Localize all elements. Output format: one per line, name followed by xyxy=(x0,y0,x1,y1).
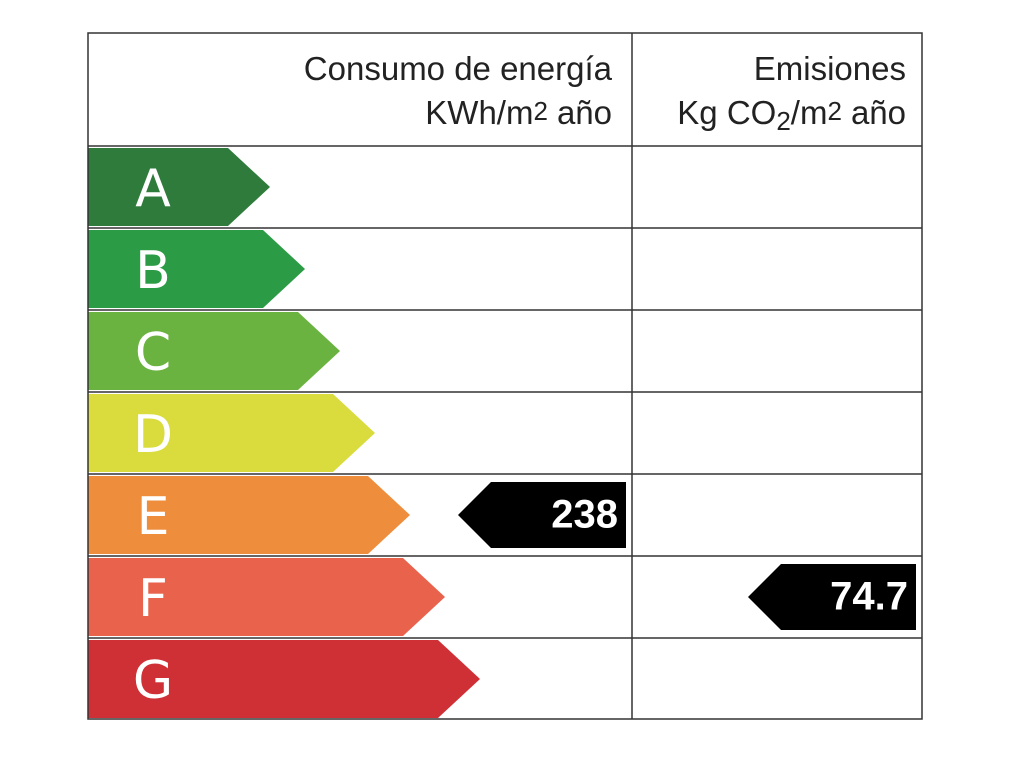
rating-arrow xyxy=(88,558,445,636)
rating-arrow xyxy=(88,476,410,554)
rating-arrow xyxy=(88,640,480,718)
rating-letter: E xyxy=(137,487,170,547)
rating-letter: B xyxy=(135,241,171,301)
rating-arrow xyxy=(88,394,375,472)
rating-letter: F xyxy=(138,569,168,629)
value-label: 74.7 xyxy=(830,575,908,619)
rating-arrow xyxy=(88,230,305,308)
unit-part: /m xyxy=(791,94,828,131)
consumption-unit: KWh/m2 año xyxy=(425,94,612,131)
rating-letter: D xyxy=(133,405,173,465)
value-marker xyxy=(458,482,626,548)
unit-part: año xyxy=(557,94,612,131)
rating-letter: C xyxy=(135,323,171,383)
unit-subscript: 2 xyxy=(776,106,790,136)
unit-part: KWh/m xyxy=(425,94,533,131)
rating-letter: G xyxy=(133,651,173,711)
unit-superscript: 2 xyxy=(827,96,841,126)
rating-letter: A xyxy=(135,159,171,219)
consumption-title: Consumo de energía xyxy=(304,50,613,87)
emissions-unit: Kg CO2/m2 año xyxy=(677,94,906,136)
rating-arrow xyxy=(88,312,340,390)
value-label: 238 xyxy=(551,493,618,537)
table-border xyxy=(87,32,923,720)
unit-part: Kg CO xyxy=(677,94,776,131)
rating-arrow xyxy=(88,148,270,226)
unit-part: año xyxy=(851,94,906,131)
value-marker xyxy=(748,564,916,630)
emissions-title: Emisiones xyxy=(754,50,906,87)
unit-superscript: 2 xyxy=(533,96,547,126)
